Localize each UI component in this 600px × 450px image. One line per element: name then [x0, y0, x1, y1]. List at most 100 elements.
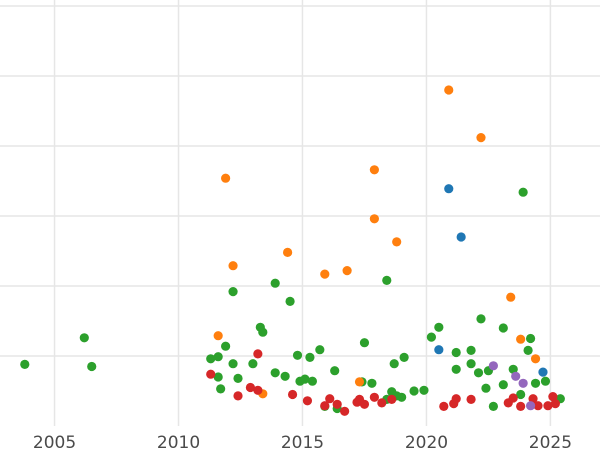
data-point	[466, 394, 476, 404]
data-point	[270, 278, 280, 288]
data-point	[382, 275, 392, 285]
data-point	[434, 322, 444, 332]
data-point	[245, 382, 256, 393]
data-point	[213, 372, 223, 382]
data-point	[206, 354, 216, 364]
data-point	[543, 401, 553, 411]
data-point	[426, 332, 437, 342]
data-point	[307, 376, 317, 386]
data-point	[320, 269, 330, 279]
data-point	[213, 331, 223, 341]
x-axis-tick-labels: 2005 2010 2015 2020 2025	[33, 433, 572, 450]
data-point	[248, 359, 258, 369]
data-point	[221, 341, 231, 351]
data-point	[292, 350, 303, 360]
data-point	[488, 401, 498, 411]
data-point	[369, 392, 379, 402]
data-point	[466, 345, 476, 355]
data-point	[369, 165, 379, 175]
data-point	[518, 378, 528, 388]
data-point	[550, 399, 560, 409]
data-point	[528, 394, 538, 404]
data-point	[285, 296, 295, 306]
x-tick-label: 2010	[157, 433, 200, 450]
data-point	[300, 374, 310, 384]
data-point	[516, 389, 526, 400]
data-point	[530, 378, 541, 388]
data-point	[498, 380, 508, 390]
data-point	[419, 385, 429, 395]
data-point	[387, 394, 397, 404]
data-point	[359, 338, 370, 348]
data-point	[280, 371, 290, 381]
data-point	[367, 378, 377, 388]
data-point	[315, 345, 325, 355]
data-point	[397, 392, 407, 402]
data-point	[481, 383, 491, 393]
data-point	[523, 345, 533, 355]
data-point	[466, 359, 476, 369]
data-point	[228, 287, 238, 297]
data-point	[283, 247, 293, 257]
data-point	[516, 401, 526, 411]
data-point	[439, 401, 449, 411]
data-point	[409, 386, 419, 396]
data-point	[540, 376, 551, 386]
data-points	[20, 85, 565, 416]
data-point	[444, 85, 454, 95]
x-tick-label: 2015	[281, 433, 324, 450]
y-gridlines	[0, 5, 600, 357]
data-point	[270, 368, 280, 378]
data-point	[206, 369, 216, 379]
data-point	[548, 392, 558, 402]
data-point	[79, 333, 89, 343]
data-point	[340, 406, 350, 416]
data-point	[525, 401, 536, 411]
data-point	[302, 396, 313, 406]
data-point	[342, 266, 352, 276]
data-point	[444, 184, 454, 194]
x-tick-label: 2005	[33, 433, 76, 450]
data-point	[20, 359, 30, 369]
data-point	[216, 384, 226, 394]
data-point	[253, 349, 263, 359]
data-point	[518, 187, 528, 197]
data-point	[473, 368, 484, 378]
data-point	[399, 352, 409, 362]
data-point	[508, 393, 518, 403]
data-point	[213, 352, 223, 362]
data-point	[330, 366, 340, 376]
data-point	[498, 323, 508, 333]
data-point	[221, 173, 231, 183]
data-point	[228, 261, 238, 271]
data-point	[451, 394, 461, 404]
data-point	[511, 371, 521, 381]
data-point	[354, 377, 365, 387]
x-gridlines	[53, 0, 552, 426]
data-point	[320, 401, 330, 411]
data-point	[434, 345, 444, 355]
data-point	[87, 361, 97, 372]
data-point	[305, 352, 315, 362]
x-tick-label: 2020	[405, 433, 448, 450]
data-point	[525, 333, 536, 344]
data-point	[451, 364, 461, 374]
data-point	[325, 394, 335, 404]
data-point	[488, 361, 498, 371]
data-point	[228, 359, 238, 369]
data-point	[369, 214, 379, 224]
data-point	[389, 359, 399, 369]
data-point	[377, 398, 387, 408]
data-point	[476, 133, 486, 143]
data-point	[538, 367, 548, 377]
data-point	[533, 401, 543, 411]
data-point	[516, 334, 526, 344]
data-point	[392, 237, 402, 247]
data-point	[451, 347, 461, 358]
data-point	[476, 314, 486, 324]
data-point	[506, 292, 516, 302]
data-point	[354, 394, 365, 404]
data-point	[253, 385, 263, 395]
data-point	[332, 399, 342, 409]
